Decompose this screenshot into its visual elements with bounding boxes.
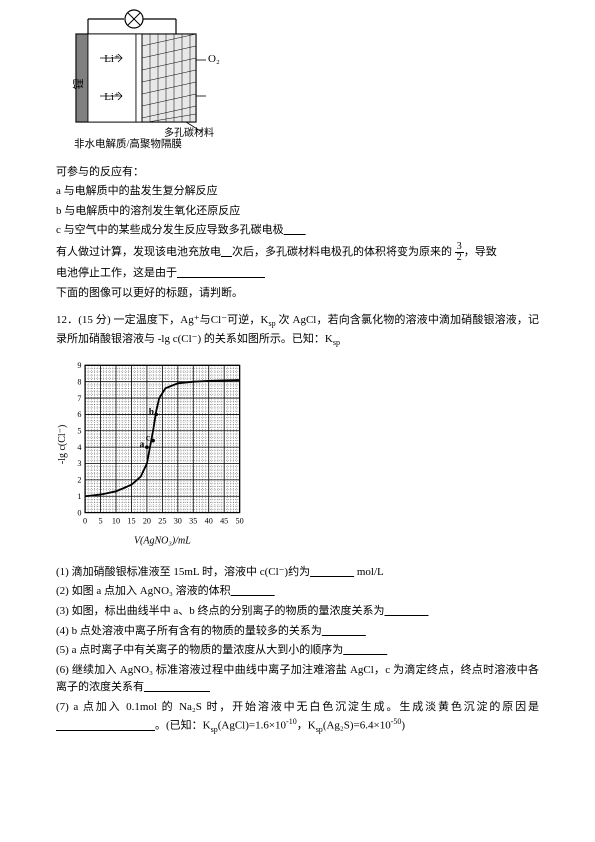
porous-carbon-label: 多孔碳材料 xyxy=(164,126,214,139)
sub-q3: (3) 如图，标出曲线半中 a、b 终点的分别离子的物质的量浓度关系为 xyxy=(56,603,539,621)
q5-text: (5) a 点时离子中有关离子的物质的量浓度从大到小的顺序为 xyxy=(56,644,343,656)
chart-svg: bac 0123456789 05101520253035404550 -lg … xyxy=(56,356,256,551)
svg-text:40: 40 xyxy=(205,517,213,526)
svg-text:0: 0 xyxy=(83,517,87,526)
svg-text:10: 10 xyxy=(112,517,120,526)
q6-blank xyxy=(144,681,210,693)
q6-text: (6) 继续加入 AgNO₃ 标准溶液过程中曲线中离子加注难溶盐 AgCl， xyxy=(56,664,385,676)
battery-svg: 锂 Li⁺ Li⁺ O₂ xyxy=(56,4,226,149)
q1-blank xyxy=(310,566,354,578)
svg-text:5: 5 xyxy=(98,517,102,526)
option-b: b 与电解质中的溶剂发生氧化还原反应 xyxy=(56,203,539,221)
calc-suffix: ，导致 xyxy=(464,246,497,258)
question-12: 12．(15 分) 一定温度下，Ag⁺与Cl⁻可逆，Ksp 次 AgCl，若向含… xyxy=(56,312,539,350)
paragraph-judge: 下面的图像可以更好的标题，请判断。 xyxy=(56,285,539,303)
option-c: c 与空气中的某些成分发生反应导致多孔碳电极 xyxy=(56,222,539,240)
q4-text: (4) b 点处溶液中离子所有含有的物质的量较多的关系为 xyxy=(56,625,322,637)
ksp-sub2: sp xyxy=(316,725,323,734)
option-a-label: a xyxy=(56,185,64,197)
paragraph-stop: 电池停止工作，这是由于 xyxy=(56,265,539,283)
svg-text:3: 3 xyxy=(77,459,81,468)
svg-text:9: 9 xyxy=(77,361,81,370)
option-a-text: 与电解质中的盐发生复分解反应 xyxy=(64,185,218,197)
svg-text:35: 35 xyxy=(189,517,197,526)
paragraph-calc: 有人做过计算，发现该电池充放电 次后，多孔碳材料电极孔的体积将变为原来的 32，… xyxy=(56,242,539,263)
svg-text:8: 8 xyxy=(77,378,81,387)
blank-reason xyxy=(177,267,265,279)
svg-text:2: 2 xyxy=(77,476,81,485)
calc-mid: 次后，多孔碳材料电极孔的体积将变为原来的 xyxy=(232,246,452,258)
q12-d: 次 AgCl xyxy=(276,314,317,326)
blank-c xyxy=(284,224,306,236)
paragraph-intro: 可参与的反应有： xyxy=(56,164,539,182)
ksp-end: ) xyxy=(401,720,405,732)
battery-caption: 非水电解质/高聚物隔膜 xyxy=(74,137,182,149)
ksp-exp2: -50 xyxy=(391,717,402,726)
svg-text:25: 25 xyxy=(158,517,166,526)
sub-q6: (6) 继续加入 AgNO₃ 标准溶液过程中曲线中离子加注难溶盐 AgCl，c … xyxy=(56,662,539,697)
calc-prefix: 有人做过计算，发现该电池充放电 xyxy=(56,246,221,258)
frac-den: 2 xyxy=(455,253,464,263)
chart-ylabel: -lg c(Cl⁻) xyxy=(57,425,68,464)
stop-text: 电池停止工作，这是由于 xyxy=(56,267,177,279)
svg-text:4: 4 xyxy=(77,443,81,452)
ksp-exp1: -10 xyxy=(286,717,297,726)
fraction-3-2: 32 xyxy=(455,242,464,263)
svg-text:0: 0 xyxy=(77,508,81,517)
ksp-text: 。(已知：K xyxy=(155,720,211,732)
battery-diagram: 锂 Li⁺ Li⁺ O₂ xyxy=(56,4,226,156)
sub-q2: (2) 如图 a 点加入 AgNO₃ 溶液的体积 xyxy=(56,583,539,601)
q12-number: 12． xyxy=(56,314,78,326)
svg-text:1: 1 xyxy=(77,492,81,501)
chart-xlabel: V(AgNO₃)/mL xyxy=(134,536,191,547)
ksp-sep: ，K xyxy=(297,720,316,732)
svg-text:b: b xyxy=(149,407,154,417)
q7-blank xyxy=(56,720,155,732)
o2-label: O₂ xyxy=(208,53,220,65)
sub-q4: (4) b 点处溶液中离子所有含有的物质的量较多的关系为 xyxy=(56,623,539,641)
ksp-sub1: sp xyxy=(211,725,218,734)
sub-q5: (5) a 点时离子中有关离子的物质的量浓度从大到小的顺序为 xyxy=(56,642,539,660)
q7-mid: 的原因是 xyxy=(489,701,539,713)
li-electrode-label: 锂 xyxy=(71,79,85,90)
li-ion-top: Li⁺ xyxy=(104,53,120,65)
svg-text:7: 7 xyxy=(77,394,81,403)
svg-text:c: c xyxy=(146,433,150,443)
q2-blank xyxy=(231,585,275,597)
q3-text: (3) 如图，标出曲线半中 a、b 终点的分别离子的物质的量浓度关系为 xyxy=(56,605,384,617)
titration-chart: bac 0123456789 05101520253035404550 -lg … xyxy=(56,356,256,558)
svg-text:20: 20 xyxy=(143,517,151,526)
blank-times xyxy=(221,246,232,258)
svg-text:a: a xyxy=(140,439,145,449)
q1-text: (1) 滴加硝酸银标准液至 15mL 时，溶液中 c(Cl⁻)约为 xyxy=(56,566,310,578)
ksp-agcl: (AgCl)=1.6×10 xyxy=(218,720,286,732)
svg-text:45: 45 xyxy=(220,517,228,526)
q4-blank xyxy=(322,625,366,637)
option-a: a 与电解质中的盐发生复分解反应 xyxy=(56,183,539,201)
ksp-ag2s: (Ag₂S)=6.4×10 xyxy=(323,720,391,732)
q5-blank xyxy=(343,644,387,656)
li-ion-bottom: Li⁺ xyxy=(104,91,120,103)
q3-blank xyxy=(384,605,428,617)
svg-text:30: 30 xyxy=(174,517,182,526)
q1-suffix: mol/L xyxy=(354,566,384,578)
svg-text:15: 15 xyxy=(127,517,135,526)
sub-q1: (1) 滴加硝酸银标准液至 15mL 时，溶液中 c(Cl⁻)约为 mol/L xyxy=(56,564,539,582)
svg-text:6: 6 xyxy=(77,410,81,419)
svg-text:50: 50 xyxy=(236,517,244,526)
q2-text: (2) 如图 a 点加入 AgNO₃ 溶液的体积 xyxy=(56,585,231,597)
q12-a: (15 分) 一定温度下，Ag⁺与Cl⁻可逆，K xyxy=(78,314,268,326)
svg-text:5: 5 xyxy=(77,427,81,436)
q7-text: (7) a 点加入 0.1mol 的 Na₂S 时，开始溶液中无白色沉淀生成。生… xyxy=(56,701,489,713)
option-c-text: c 与空气中的某些成分发生反应导致多孔碳电极 xyxy=(56,224,284,236)
sub-q7: (7) a 点加入 0.1mol 的 Na₂S 时，开始溶液中无白色沉淀生成。生… xyxy=(56,699,539,737)
q12-b: ，若向含氯化物的溶液中滴加硝酸银溶液， xyxy=(316,314,528,326)
